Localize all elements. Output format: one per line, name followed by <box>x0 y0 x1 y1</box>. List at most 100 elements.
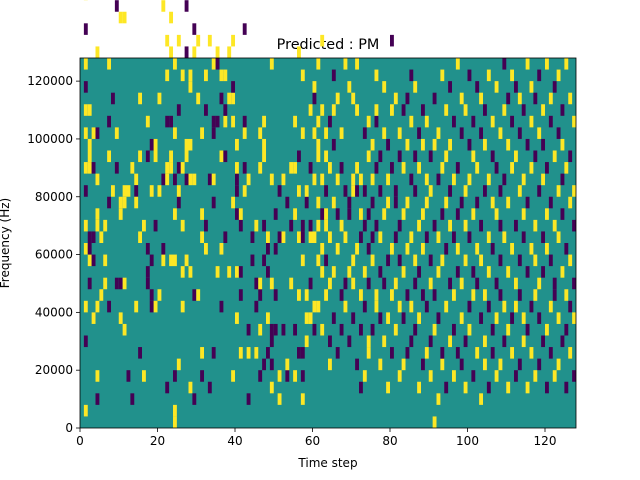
heatmap-cell <box>242 162 247 174</box>
heatmap-cell <box>324 254 329 267</box>
heatmap-cell <box>87 231 92 243</box>
heatmap-cell <box>506 92 511 105</box>
heatmap-cell <box>479 254 484 267</box>
heatmap-cell <box>87 277 92 290</box>
heatmap-cell <box>521 173 526 186</box>
heatmap-cell <box>409 231 414 243</box>
heatmap-cell <box>312 81 317 93</box>
heatmap-cell <box>510 162 515 174</box>
heatmap-cell <box>440 254 445 267</box>
heatmap-cell <box>91 162 96 174</box>
heatmap-cell <box>463 185 468 197</box>
heatmap-cell <box>118 208 123 220</box>
heatmap-cell <box>533 150 538 163</box>
heatmap-cell <box>436 393 441 405</box>
heatmap-cell <box>238 219 243 232</box>
heatmap-cell <box>266 347 270 359</box>
heatmap-cell <box>494 370 499 382</box>
heatmap-cell <box>386 138 391 151</box>
heatmap-cell <box>390 243 394 255</box>
heatmap-cell <box>339 127 344 139</box>
heatmap-cell <box>378 358 383 371</box>
heatmap-cell <box>393 92 398 105</box>
heatmap-cell <box>235 173 239 186</box>
x-tick-label: 100 <box>456 434 479 448</box>
heatmap-cell <box>494 277 499 290</box>
heatmap-cell <box>169 11 174 24</box>
heatmap-cell <box>262 219 267 232</box>
heatmap-cell <box>83 185 88 197</box>
heatmap-cell <box>498 185 503 197</box>
heatmap-cell <box>316 219 321 232</box>
heatmap-cell <box>556 127 561 139</box>
heatmap-cell <box>103 219 108 232</box>
heatmap-cell <box>238 289 243 301</box>
heatmap-cell <box>374 289 379 301</box>
heatmap-cell <box>277 370 282 382</box>
heatmap-cell <box>145 243 150 255</box>
heatmap-cell <box>490 243 495 255</box>
heatmap-cell <box>258 323 263 336</box>
heatmap-cell <box>223 115 228 128</box>
heatmap-cell <box>343 185 348 197</box>
heatmap-cell <box>300 254 305 267</box>
heatmap-cell <box>537 358 542 371</box>
heatmap-cell <box>537 185 542 197</box>
heatmap-cell <box>564 162 569 174</box>
heatmap-cell <box>463 219 468 232</box>
heatmap-cell <box>432 416 437 428</box>
heatmap-cell <box>219 243 224 255</box>
heatmap-cell <box>548 347 553 359</box>
heatmap-cell <box>479 127 484 139</box>
heatmap-cell <box>304 185 309 197</box>
heatmap-cell <box>390 347 394 359</box>
heatmap-cell <box>266 231 270 243</box>
heatmap-cell <box>95 127 100 139</box>
heatmap-cell <box>188 138 193 151</box>
heatmap-cell <box>277 185 282 197</box>
heatmap-cell <box>471 289 476 301</box>
heatmap-cell <box>107 196 112 209</box>
heatmap-cell <box>494 81 499 93</box>
heatmap-cell <box>176 196 181 209</box>
heatmap-cell <box>517 254 522 267</box>
heatmap-cell <box>556 231 561 243</box>
heatmap-cell <box>126 370 131 382</box>
heatmap-cell <box>471 150 476 163</box>
heatmap-cell <box>242 185 247 197</box>
heatmap-cell <box>300 219 305 232</box>
heatmap-cell <box>126 185 131 197</box>
heatmap-cell <box>351 185 356 197</box>
heatmap-cell <box>397 254 402 267</box>
heatmap-cell <box>409 335 414 348</box>
heatmap-cell <box>440 347 445 359</box>
heatmap-cell <box>304 196 309 209</box>
heatmap-cell <box>331 312 336 324</box>
heatmap-cell <box>107 150 112 163</box>
heatmap-cell <box>444 104 449 116</box>
heatmap-cell <box>502 173 507 186</box>
heatmap-cell <box>370 138 375 151</box>
heatmap-cell <box>409 115 414 128</box>
heatmap-cell <box>467 173 472 186</box>
heatmap-cell <box>219 150 224 163</box>
heatmap-cell <box>521 231 526 243</box>
heatmap-cell <box>316 138 321 151</box>
heatmap-cell <box>184 254 189 267</box>
heatmap-cell <box>192 46 197 58</box>
heatmap-cell <box>362 266 367 278</box>
heatmap-cell <box>413 323 418 336</box>
heatmap-cell <box>355 104 360 116</box>
heatmap-cell <box>300 347 305 359</box>
heatmap-cell <box>204 104 208 116</box>
heatmap-cell <box>351 277 356 290</box>
heatmap-cell <box>153 138 158 151</box>
heatmap-cell <box>463 104 468 116</box>
heatmap-cell <box>157 185 162 197</box>
heatmap-cell <box>95 173 100 186</box>
heatmap-cell <box>165 381 170 394</box>
heatmap-cell <box>413 254 418 267</box>
heatmap-cell <box>297 185 301 197</box>
heatmap-cell <box>490 196 495 209</box>
heatmap-cell <box>552 219 557 232</box>
